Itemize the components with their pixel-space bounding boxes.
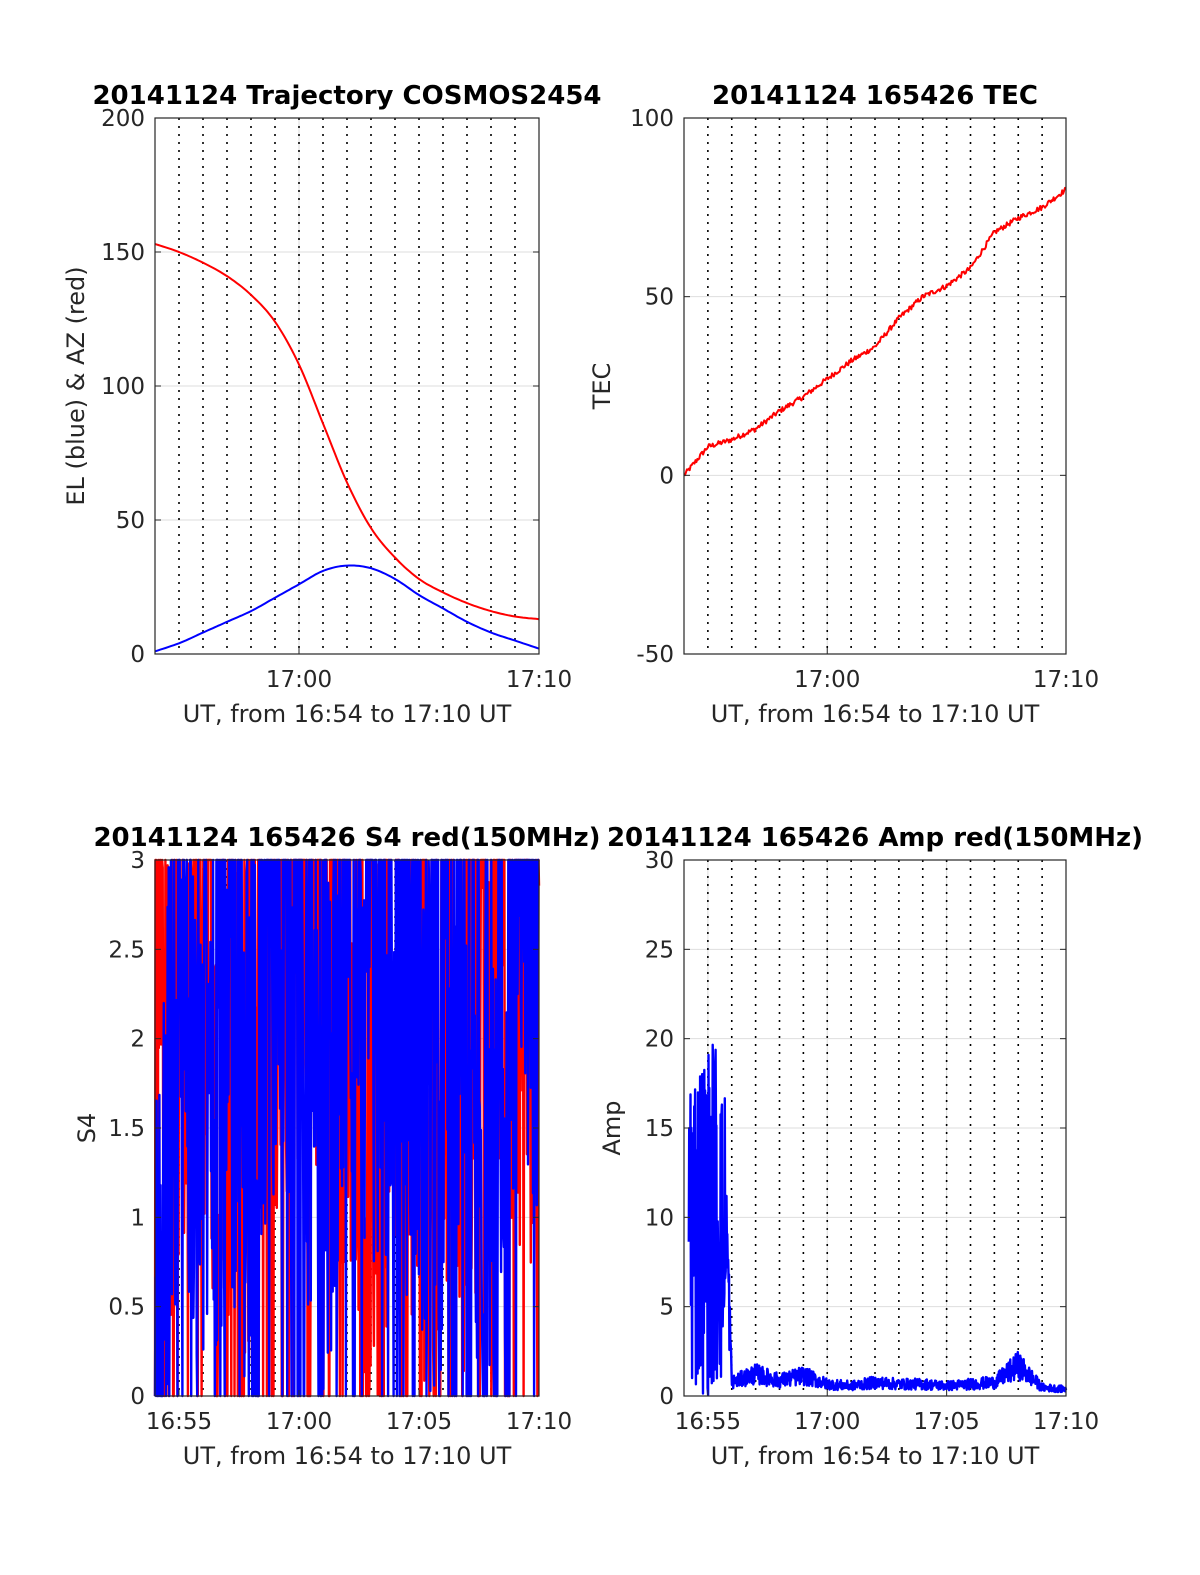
y-tick-label: 50 <box>645 285 674 311</box>
y-tick-label: 0 <box>659 463 674 489</box>
x-axis-label: UT, from 16:54 to 17:10 UT <box>711 1442 1040 1470</box>
y-axis-label: Amp <box>598 1100 626 1155</box>
y-axis-label: TEC <box>588 363 616 411</box>
x-tick-label: 17:05 <box>913 1409 979 1435</box>
chart-title: 20141124 165426 Amp red(150MHz) <box>607 823 1143 853</box>
y-tick-label: 3 <box>130 848 145 874</box>
series-group <box>683 186 1066 477</box>
tick-labels: 0 0.5 1 1.5 2 2.5 3 16:55 17:00 17:05 17:10 <box>108 848 572 1435</box>
axes-box <box>683 117 1067 655</box>
y-tick-label: 25 <box>645 937 674 963</box>
minute-markers <box>707 860 1043 1396</box>
x-axis-label: UT, from 16:54 to 17:10 UT <box>183 1442 512 1470</box>
series-line-0 <box>154 243 540 621</box>
y-tick-label: 150 <box>101 240 145 266</box>
y-tick-label: -50 <box>636 642 674 668</box>
x-tick-label: 17:00 <box>266 1409 332 1435</box>
x-tick-label: 17:10 <box>506 667 572 693</box>
series-group <box>687 1043 1068 1397</box>
series-group <box>154 243 540 653</box>
s4-plot: 0 0.5 1 1.5 2 2.5 3 16:55 17:00 17:05 17:10 201411… <box>73 823 601 1470</box>
minute-markers <box>178 118 516 654</box>
y-tick-label: 50 <box>116 508 145 534</box>
x-tick-label: 17:10 <box>506 1409 572 1435</box>
chart-title: 20141124 165426 S4 red(150MHz) <box>93 823 600 853</box>
x-tick-label: 16:55 <box>675 1409 741 1435</box>
series-line-0 <box>683 186 1066 477</box>
x-tick-label: 17:00 <box>794 1409 860 1435</box>
y-tick-label: 100 <box>630 106 674 132</box>
x-tick-label: 17:05 <box>386 1409 452 1435</box>
amp-plot: 0 5 10 15 20 25 30 16:55 17:00 17:05 17:10 2014112… <box>598 823 1143 1470</box>
tick-labels: 0 5 10 15 20 25 30 16:55 17:00 17:05 17:10 <box>645 848 1099 1435</box>
tick-labels: 0 50 100 150 200 17:00 17:10 <box>101 106 572 693</box>
x-axis-label: UT, from 16:54 to 17:10 UT <box>711 700 1040 728</box>
trajectory-plot: 0 50 100 150 200 17:00 17:10 20141124 Trajecto… <box>62 81 602 728</box>
y-tick-label: 1.5 <box>108 1116 145 1142</box>
y-tick-label: 0 <box>130 1384 145 1410</box>
tick-labels: -50 0 50 100 17:00 17:10 <box>630 106 1099 693</box>
x-tick-label: 17:10 <box>1033 667 1099 693</box>
y-tick-label: 5 <box>659 1295 674 1321</box>
y-tick-label: 2.5 <box>108 937 145 963</box>
x-tick-label: 17:10 <box>1033 1409 1099 1435</box>
chart-title: 20141124 165426 TEC <box>712 81 1038 111</box>
y-tick-label: 0.5 <box>108 1295 145 1321</box>
y-tick-label: 200 <box>101 106 145 132</box>
x-tick-label: 17:00 <box>266 667 332 693</box>
y-tick-label: 100 <box>101 374 145 400</box>
x-tick-label: 17:00 <box>794 667 860 693</box>
y-tick-label: 15 <box>645 1116 674 1142</box>
y-tick-label: 0 <box>130 642 145 668</box>
y-tick-label: 10 <box>645 1205 674 1231</box>
series-line-0 <box>687 1043 1068 1397</box>
y-axis-label: EL (blue) & AZ (red) <box>62 266 90 505</box>
minute-markers <box>707 118 1043 654</box>
series-line-1 <box>154 564 540 653</box>
y-tick-label: 2 <box>130 1027 145 1053</box>
y-tick-label: 0 <box>659 1384 674 1410</box>
y-axis-label: S4 <box>73 1113 101 1144</box>
y-tick-label: 20 <box>645 1027 674 1053</box>
x-tick-label: 16:55 <box>146 1409 212 1435</box>
y-tick-label: 30 <box>645 848 674 874</box>
x-axis-label: UT, from 16:54 to 17:10 UT <box>183 700 512 728</box>
chart-title: 20141124 Trajectory COSMOS2454 <box>92 81 601 111</box>
y-tick-label: 1 <box>130 1205 145 1231</box>
